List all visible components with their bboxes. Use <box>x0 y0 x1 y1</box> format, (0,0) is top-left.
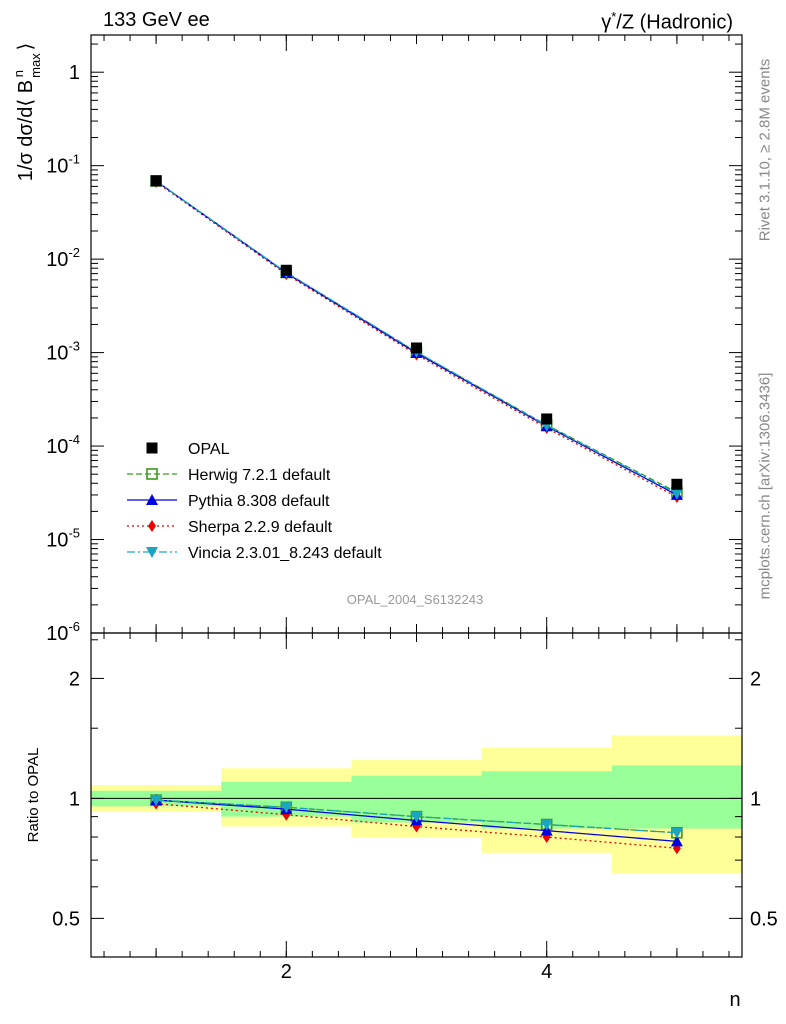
main-y-tick-label: 10-4 <box>46 432 80 458</box>
main-line-herwig <box>155 180 678 493</box>
main-line-vincia <box>155 180 678 495</box>
legend-marker-data <box>146 442 158 454</box>
svg-text:1/σ dσ/d⟨ Bmaxn ⟩: 1/σ dσ/d⟨ Bmaxn ⟩ <box>11 43 43 182</box>
x-axis-label: n <box>729 989 740 1011</box>
legend-marker-sherpa <box>148 520 156 532</box>
main-line-pythia <box>155 180 678 496</box>
ratio-y-tick-label-right: 1 <box>750 788 761 810</box>
main-point-vincia-5 <box>670 488 683 500</box>
main-plot-frame <box>90 34 743 634</box>
main-y-tick-label: 10-5 <box>46 526 80 552</box>
main-ylabel: 1/σ dσ/d⟨ Bmaxn ⟩ <box>11 43 43 182</box>
legend-label-pythia: Pythia 8.308 default <box>188 493 330 510</box>
ratio-point-vincia-3 <box>410 811 423 823</box>
axis-ticks <box>91 35 742 958</box>
main-point-data-4 <box>541 413 553 425</box>
main-point-data-1 <box>150 175 162 187</box>
uncertainty-bands <box>91 735 742 873</box>
analysis-id-label: OPAL_2004_S6132243 <box>347 592 483 607</box>
legend: OPAL Herwig 7.2.1 default Pythia 8.308 def… <box>127 441 382 562</box>
process-label: γ*/Z (Hadronic) <box>601 9 733 34</box>
ratio-y-tick-label-right: 2 <box>750 668 761 690</box>
main-y-tick-label: 10-1 <box>46 152 80 178</box>
ratio-point-vincia-4 <box>540 819 553 831</box>
tick-labels: 1 10-1 10-2 10-3 10-4 10-5 10-6 2 4 0.5 0.5 1 1 2 2 <box>46 62 778 983</box>
legend-marker-herwig <box>146 468 158 480</box>
ratio-y-tick-label-left: 1 <box>69 788 80 810</box>
ratio-point-vincia-1 <box>150 795 163 807</box>
energy-label: 133 GeV ee <box>103 9 210 31</box>
ratio-ylabel: Ratio to OPAL <box>25 748 42 843</box>
legend-label-vincia: Vincia 2.3.01_8.243 default <box>188 545 382 562</box>
ratio-point-pythia-5 <box>670 835 683 847</box>
legend-label-sherpa: Sherpa 2.2.9 default <box>188 519 333 536</box>
main-y-tick-label: 10-6 <box>46 619 80 645</box>
main-y-tick-label: 10-3 <box>46 339 80 365</box>
x-tick-label: 4 <box>541 961 552 983</box>
main-point-data-2 <box>280 264 292 276</box>
x-tick-label: 2 <box>281 961 292 983</box>
series-layer <box>150 175 683 855</box>
inner-band-5 <box>611 765 742 829</box>
ratio-y-tick-label-right: 0.5 <box>750 908 778 930</box>
main-y-tick-label: 1 <box>69 62 80 84</box>
legend-marker-vincia <box>146 547 158 558</box>
main-line-sherpa <box>155 181 678 498</box>
legend-label-data: OPAL <box>188 441 230 458</box>
ratio-point-vincia-2 <box>280 802 293 814</box>
legend-label-herwig: Herwig 7.2.1 default <box>188 467 331 484</box>
ratio-y-tick-label-left: 0.5 <box>52 908 80 930</box>
main-y-tick-label: 10-2 <box>46 245 80 271</box>
legend-marker-pythia <box>146 494 158 505</box>
ratio-point-vincia-5 <box>670 827 683 839</box>
main-point-data-3 <box>411 342 422 354</box>
ratio-y-tick-label-left: 2 <box>69 668 80 690</box>
main-point-data-5 <box>671 478 683 490</box>
